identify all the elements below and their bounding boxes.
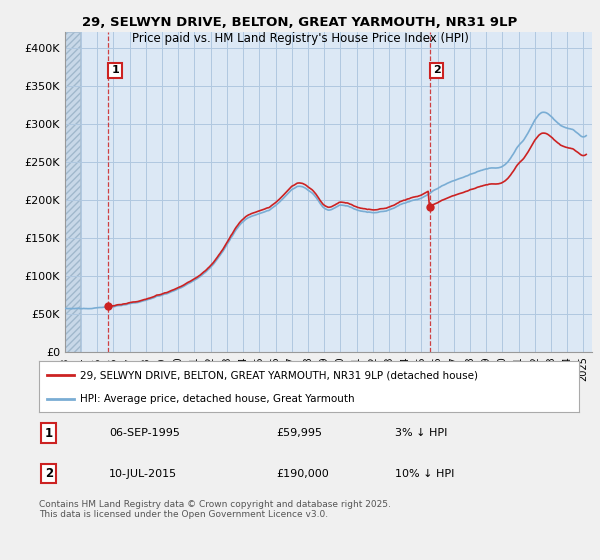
Text: 06-SEP-1995: 06-SEP-1995 xyxy=(109,428,180,438)
Text: 10-JUL-2015: 10-JUL-2015 xyxy=(109,469,178,479)
Text: Contains HM Land Registry data © Crown copyright and database right 2025.
This d: Contains HM Land Registry data © Crown c… xyxy=(39,500,391,519)
Text: 3% ↓ HPI: 3% ↓ HPI xyxy=(395,428,448,438)
Text: HPI: Average price, detached house, Great Yarmouth: HPI: Average price, detached house, Grea… xyxy=(79,394,354,404)
Bar xyxy=(65,32,80,352)
Text: Price paid vs. HM Land Registry's House Price Index (HPI): Price paid vs. HM Land Registry's House … xyxy=(131,32,469,45)
Text: £190,000: £190,000 xyxy=(277,469,329,479)
Text: 10% ↓ HPI: 10% ↓ HPI xyxy=(395,469,455,479)
Text: 29, SELWYN DRIVE, BELTON, GREAT YARMOUTH, NR31 9LP (detached house): 29, SELWYN DRIVE, BELTON, GREAT YARMOUTH… xyxy=(79,370,478,380)
Text: 2: 2 xyxy=(44,467,53,480)
Text: 1: 1 xyxy=(44,427,53,440)
Text: 1: 1 xyxy=(111,66,119,76)
Text: 2: 2 xyxy=(433,66,440,76)
Text: 29, SELWYN DRIVE, BELTON, GREAT YARMOUTH, NR31 9LP: 29, SELWYN DRIVE, BELTON, GREAT YARMOUTH… xyxy=(82,16,518,29)
Text: £59,995: £59,995 xyxy=(277,428,323,438)
